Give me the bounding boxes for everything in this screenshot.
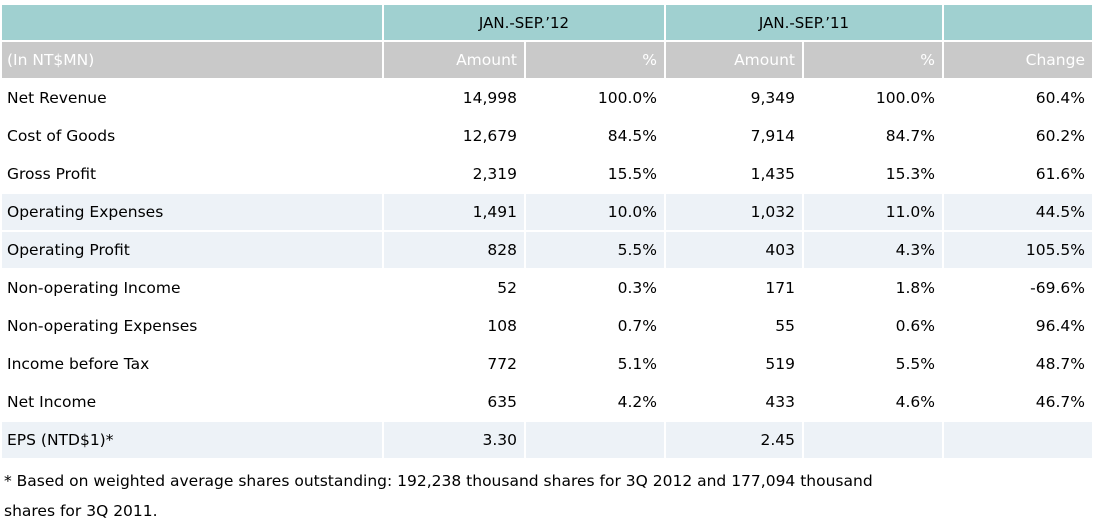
cell-change: -69.6% [944,270,1092,306]
row-label: Operating Expenses [2,194,382,230]
cell-change: 60.2% [944,118,1092,154]
cell-pct-2011: 4.3% [804,232,942,268]
table-row: Operating Expenses 1,491 10.0% 1,032 11.0% 44… [2,194,1092,230]
cell-pct-2011 [804,422,942,458]
table-row: Operating Profit 828 5.5% 403 4.3% 105.5% [2,232,1092,268]
group-header-blank-left [2,5,382,40]
footnote-line-1: * Based on weighted average shares outst… [4,472,873,490]
row-label: Cost of Goods [2,118,382,154]
cell-change: 61.6% [944,156,1092,192]
table-row: Net Income 635 4.2% 433 4.6% 46.7% [2,384,1092,420]
row-label: Net Revenue [2,80,382,116]
table-body: Net Revenue 14,998 100.0% 9,349 100.0% 60.4% C… [2,80,1092,458]
row-label: Income before Tax [2,346,382,382]
cell-amount-2011: 171 [666,270,802,306]
cell-pct-2012: 100.0% [526,80,664,116]
table-row: Income before Tax 772 5.1% 519 5.5% 48.7% [2,346,1092,382]
table-row: Non-operating Income 52 0.3% 171 1.8% -69.6% [2,270,1092,306]
cell-amount-2011: 2.45 [666,422,802,458]
row-label: Operating Profit [2,232,382,268]
cell-pct-2012 [526,422,664,458]
footnote: * Based on weighted average shares outst… [0,466,1094,526]
cell-pct-2012: 15.5% [526,156,664,192]
cell-pct-2012: 5.1% [526,346,664,382]
table-row: Net Revenue 14,998 100.0% 9,349 100.0% 60.4% [2,80,1092,116]
group-header-2012: JAN.-SEP.’12 [384,5,664,40]
cell-pct-2011: 1.8% [804,270,942,306]
cell-pct-2012: 0.7% [526,308,664,344]
column-header-row: (In NT$MN) Amount % Amount % Change [2,42,1092,78]
cell-amount-2012: 2,319 [384,156,524,192]
cell-amount-2012: 12,679 [384,118,524,154]
cell-amount-2012: 772 [384,346,524,382]
group-header-blank-right [944,5,1092,40]
footnote-line-2: shares for 3Q 2011. [4,502,158,520]
cell-change: 96.4% [944,308,1092,344]
cell-change: 46.7% [944,384,1092,420]
cell-pct-2011: 84.7% [804,118,942,154]
cell-pct-2012: 4.2% [526,384,664,420]
group-header-row: JAN.-SEP.’12 JAN.-SEP.’11 [2,5,1092,40]
cell-pct-2011: 15.3% [804,156,942,192]
cell-amount-2011: 55 [666,308,802,344]
cell-amount-2012: 828 [384,232,524,268]
row-label: EPS (NTD$1)* [2,422,382,458]
cell-amount-2012: 52 [384,270,524,306]
cell-amount-2012: 1,491 [384,194,524,230]
column-header-amount-2012: Amount [384,42,524,78]
cell-pct-2012: 0.3% [526,270,664,306]
financial-table: JAN.-SEP.’12 JAN.-SEP.’11 (In NT$MN) Amo… [0,3,1094,460]
cell-amount-2011: 9,349 [666,80,802,116]
cell-amount-2012: 635 [384,384,524,420]
cell-change [944,422,1092,458]
row-label: Net Income [2,384,382,420]
cell-pct-2011: 11.0% [804,194,942,230]
cell-pct-2012: 10.0% [526,194,664,230]
row-label: Non-operating Income [2,270,382,306]
cell-amount-2011: 433 [666,384,802,420]
cell-amount-2011: 403 [666,232,802,268]
column-header-change: Change [944,42,1092,78]
table-row: Non-operating Expenses 108 0.7% 55 0.6% 96.4% [2,308,1092,344]
cell-change: 105.5% [944,232,1092,268]
table-row: EPS (NTD$1)* 3.30 2.45 [2,422,1092,458]
cell-amount-2011: 7,914 [666,118,802,154]
table-row: Cost of Goods 12,679 84.5% 7,914 84.7% 60.2% [2,118,1092,154]
column-header-unit: (In NT$MN) [2,42,382,78]
group-header-2011: JAN.-SEP.’11 [666,5,942,40]
cell-pct-2011: 0.6% [804,308,942,344]
cell-amount-2011: 1,032 [666,194,802,230]
cell-amount-2012: 3.30 [384,422,524,458]
column-header-pct-2012: % [526,42,664,78]
cell-pct-2011: 4.6% [804,384,942,420]
cell-pct-2011: 5.5% [804,346,942,382]
cell-amount-2012: 14,998 [384,80,524,116]
cell-amount-2011: 1,435 [666,156,802,192]
cell-change: 44.5% [944,194,1092,230]
column-header-pct-2011: % [804,42,942,78]
cell-amount-2012: 108 [384,308,524,344]
cell-amount-2011: 519 [666,346,802,382]
row-label: Non-operating Expenses [2,308,382,344]
table-row: Gross Profit 2,319 15.5% 1,435 15.3% 61.6% [2,156,1092,192]
row-label: Gross Profit [2,156,382,192]
cell-change: 60.4% [944,80,1092,116]
cell-change: 48.7% [944,346,1092,382]
column-header-amount-2011: Amount [666,42,802,78]
cell-pct-2011: 100.0% [804,80,942,116]
cell-pct-2012: 5.5% [526,232,664,268]
cell-pct-2012: 84.5% [526,118,664,154]
